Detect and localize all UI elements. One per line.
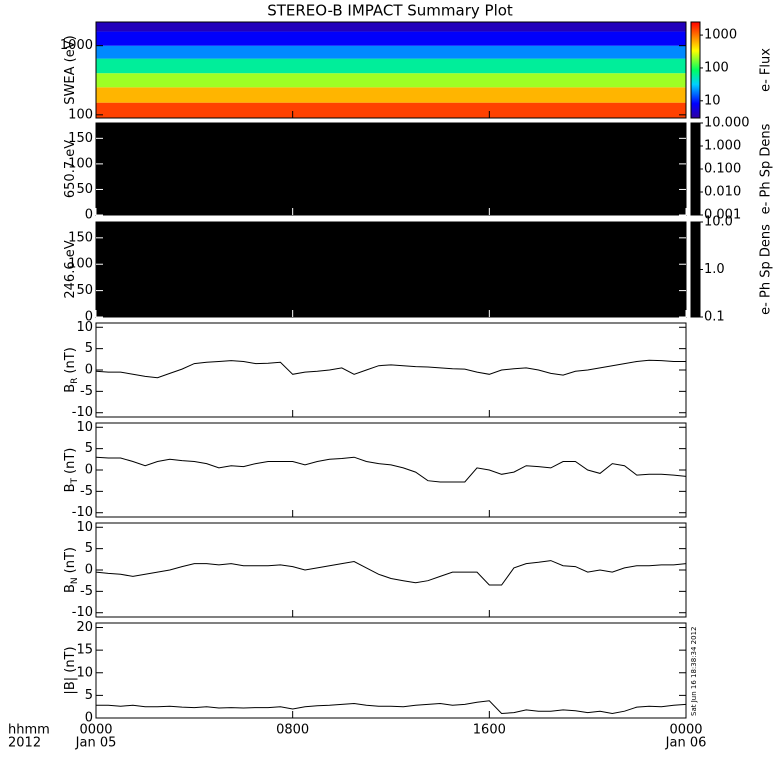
x-tick-date: Jan 05: [75, 736, 117, 751]
y-axis-label-main: 246.6 eV: [63, 240, 78, 298]
y-tick-label: 5: [85, 441, 93, 456]
panel-frame: [95, 122, 687, 216]
y-axis-label-sub: T: [70, 477, 80, 484]
y-axis-label-main: B: [63, 483, 78, 492]
x-tick-label: 1600: [473, 723, 506, 738]
y-tick-label: 10: [76, 520, 93, 535]
y-tick-label: 100: [68, 156, 93, 171]
y-tick-label: 1000: [60, 38, 93, 53]
y-axis-label-main: B: [63, 384, 78, 393]
colorbar-tick-label: 0.001: [704, 208, 741, 223]
y-tick-label: 10: [76, 420, 93, 435]
y-tick-label: 150: [68, 230, 93, 245]
spectrogram-band: [96, 102, 686, 118]
y-tick-label: -5: [80, 384, 93, 399]
data-line: [96, 700, 687, 715]
y-axis-label: 246.6 eV: [63, 240, 78, 298]
y-tick-label: 10: [76, 320, 93, 335]
y-tick-label: 10: [76, 665, 93, 680]
y-tick-label: 20: [76, 620, 93, 635]
chart-title: STEREO-B IMPACT Summary Plot: [267, 2, 513, 20]
panel-frame: [95, 21, 687, 119]
y-tick-label: 0: [85, 711, 93, 726]
x-tick-date: Jan 06: [665, 736, 707, 751]
y-tick-label: 150: [68, 131, 93, 146]
colorbar-tick-label: 1000: [704, 28, 737, 43]
spectrogram-background: [96, 123, 686, 215]
y-tick-label: 50: [76, 283, 93, 298]
colorbar-tick-label: 1.000: [704, 139, 741, 154]
colorbar-tick-label: 0.010: [704, 185, 741, 200]
colorbar-label: e- Ph Sp Dens: [759, 123, 774, 214]
y-tick-label: -10: [72, 505, 93, 520]
timestamp: Sat Jun 16 18:38:34 2012: [690, 627, 698, 716]
y-axis-label-main: SWEA (eV): [63, 35, 78, 104]
y-tick-label: 15: [76, 643, 93, 658]
colorbar: [690, 21, 701, 119]
y-axis-label-sub: N: [70, 577, 80, 584]
y-axis-label: SWEA (eV): [63, 35, 78, 104]
x-tick-label: 0000: [669, 723, 702, 738]
colorbar-tick-label: 10.0: [704, 215, 733, 230]
y-axis-label-main: |B| (nT): [63, 646, 78, 694]
y-tick-label: 0: [85, 363, 93, 378]
colorbar-tick-label: 0.100: [704, 162, 741, 177]
y-tick-label: 0: [85, 208, 93, 223]
spectrogram-background: [96, 222, 686, 317]
panel-frame: [95, 422, 687, 518]
panel-frame: [95, 221, 687, 318]
data-line: [95, 359, 686, 379]
x-tick-label: 0800: [276, 723, 309, 738]
x-axis-label: hhmm: [8, 723, 50, 738]
panel-frame: [95, 622, 687, 719]
data-line: [95, 560, 687, 586]
x-axis-year: 2012: [8, 736, 41, 751]
data-line: [95, 456, 687, 483]
y-tick-label: -10: [72, 605, 93, 620]
y-axis-label: BR (nT): [63, 347, 80, 393]
y-tick-label: 0: [85, 310, 93, 325]
y-tick-label: 0: [85, 563, 93, 578]
y-axis-label: BT (nT): [63, 448, 80, 493]
colorbar-tick-label: 100: [704, 60, 729, 75]
colorbar-tick-label: 0.1: [704, 310, 725, 325]
spectrogram-band: [96, 73, 686, 88]
colorbar-label: e- Ph Sp Dens: [759, 224, 774, 315]
spectrogram-band: [96, 31, 686, 46]
panel-frame: [95, 322, 687, 418]
y-axis-label: 650.7 eV: [63, 140, 78, 198]
colorbar-tick-label: 10: [704, 93, 721, 108]
spectrogram-band: [96, 45, 686, 59]
y-axis-label-unit: (nT): [63, 347, 78, 373]
spectrogram-band: [96, 87, 686, 103]
y-tick-label: 5: [85, 341, 93, 356]
y-tick-label: -5: [80, 484, 93, 499]
y-tick-label: 0: [85, 463, 93, 478]
y-axis-label-unit: (nT): [63, 448, 78, 474]
colorbar-label: e- Flux: [759, 48, 774, 92]
y-tick-label: 5: [85, 688, 93, 703]
y-tick-label: -10: [72, 405, 93, 420]
colorbar: [690, 122, 701, 216]
y-tick-label: -5: [80, 584, 93, 599]
y-axis-label-sub: R: [70, 378, 80, 384]
colorbar-tick-label: 10.000: [704, 116, 750, 131]
spectrogram-band: [96, 22, 686, 32]
y-axis-label: |B| (nT): [63, 646, 78, 694]
colorbar: [690, 221, 701, 318]
y-tick-label: 100: [68, 107, 93, 122]
x-tick-label: 0000: [79, 723, 112, 738]
spectrogram-band: [96, 58, 686, 74]
y-axis-label-unit: (nT): [63, 547, 78, 573]
colorbar-tick-label: 1.0: [704, 262, 725, 277]
y-tick-label: 50: [76, 182, 93, 197]
y-tick-label: 100: [68, 257, 93, 272]
y-axis-label-main: B: [63, 584, 78, 593]
y-tick-label: 5: [85, 541, 93, 556]
y-axis-label-main: 650.7 eV: [63, 140, 78, 198]
y-axis-label: BN (nT): [63, 547, 80, 593]
